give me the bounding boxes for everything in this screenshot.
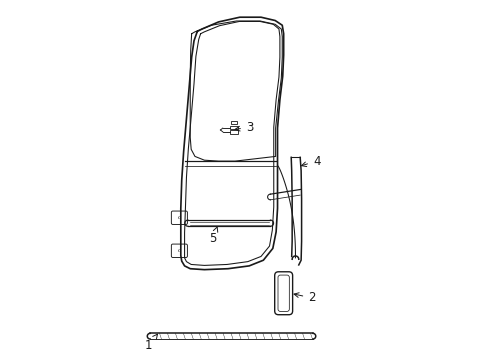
- Text: 3: 3: [235, 121, 253, 134]
- Bar: [229, 130, 238, 135]
- Text: 1: 1: [144, 334, 157, 352]
- Text: c: c: [178, 248, 181, 253]
- Bar: [230, 126, 237, 129]
- Text: 2: 2: [293, 292, 315, 305]
- Bar: [230, 121, 237, 124]
- Text: 4: 4: [301, 155, 320, 168]
- Text: 5: 5: [209, 226, 217, 245]
- Text: c: c: [178, 215, 181, 220]
